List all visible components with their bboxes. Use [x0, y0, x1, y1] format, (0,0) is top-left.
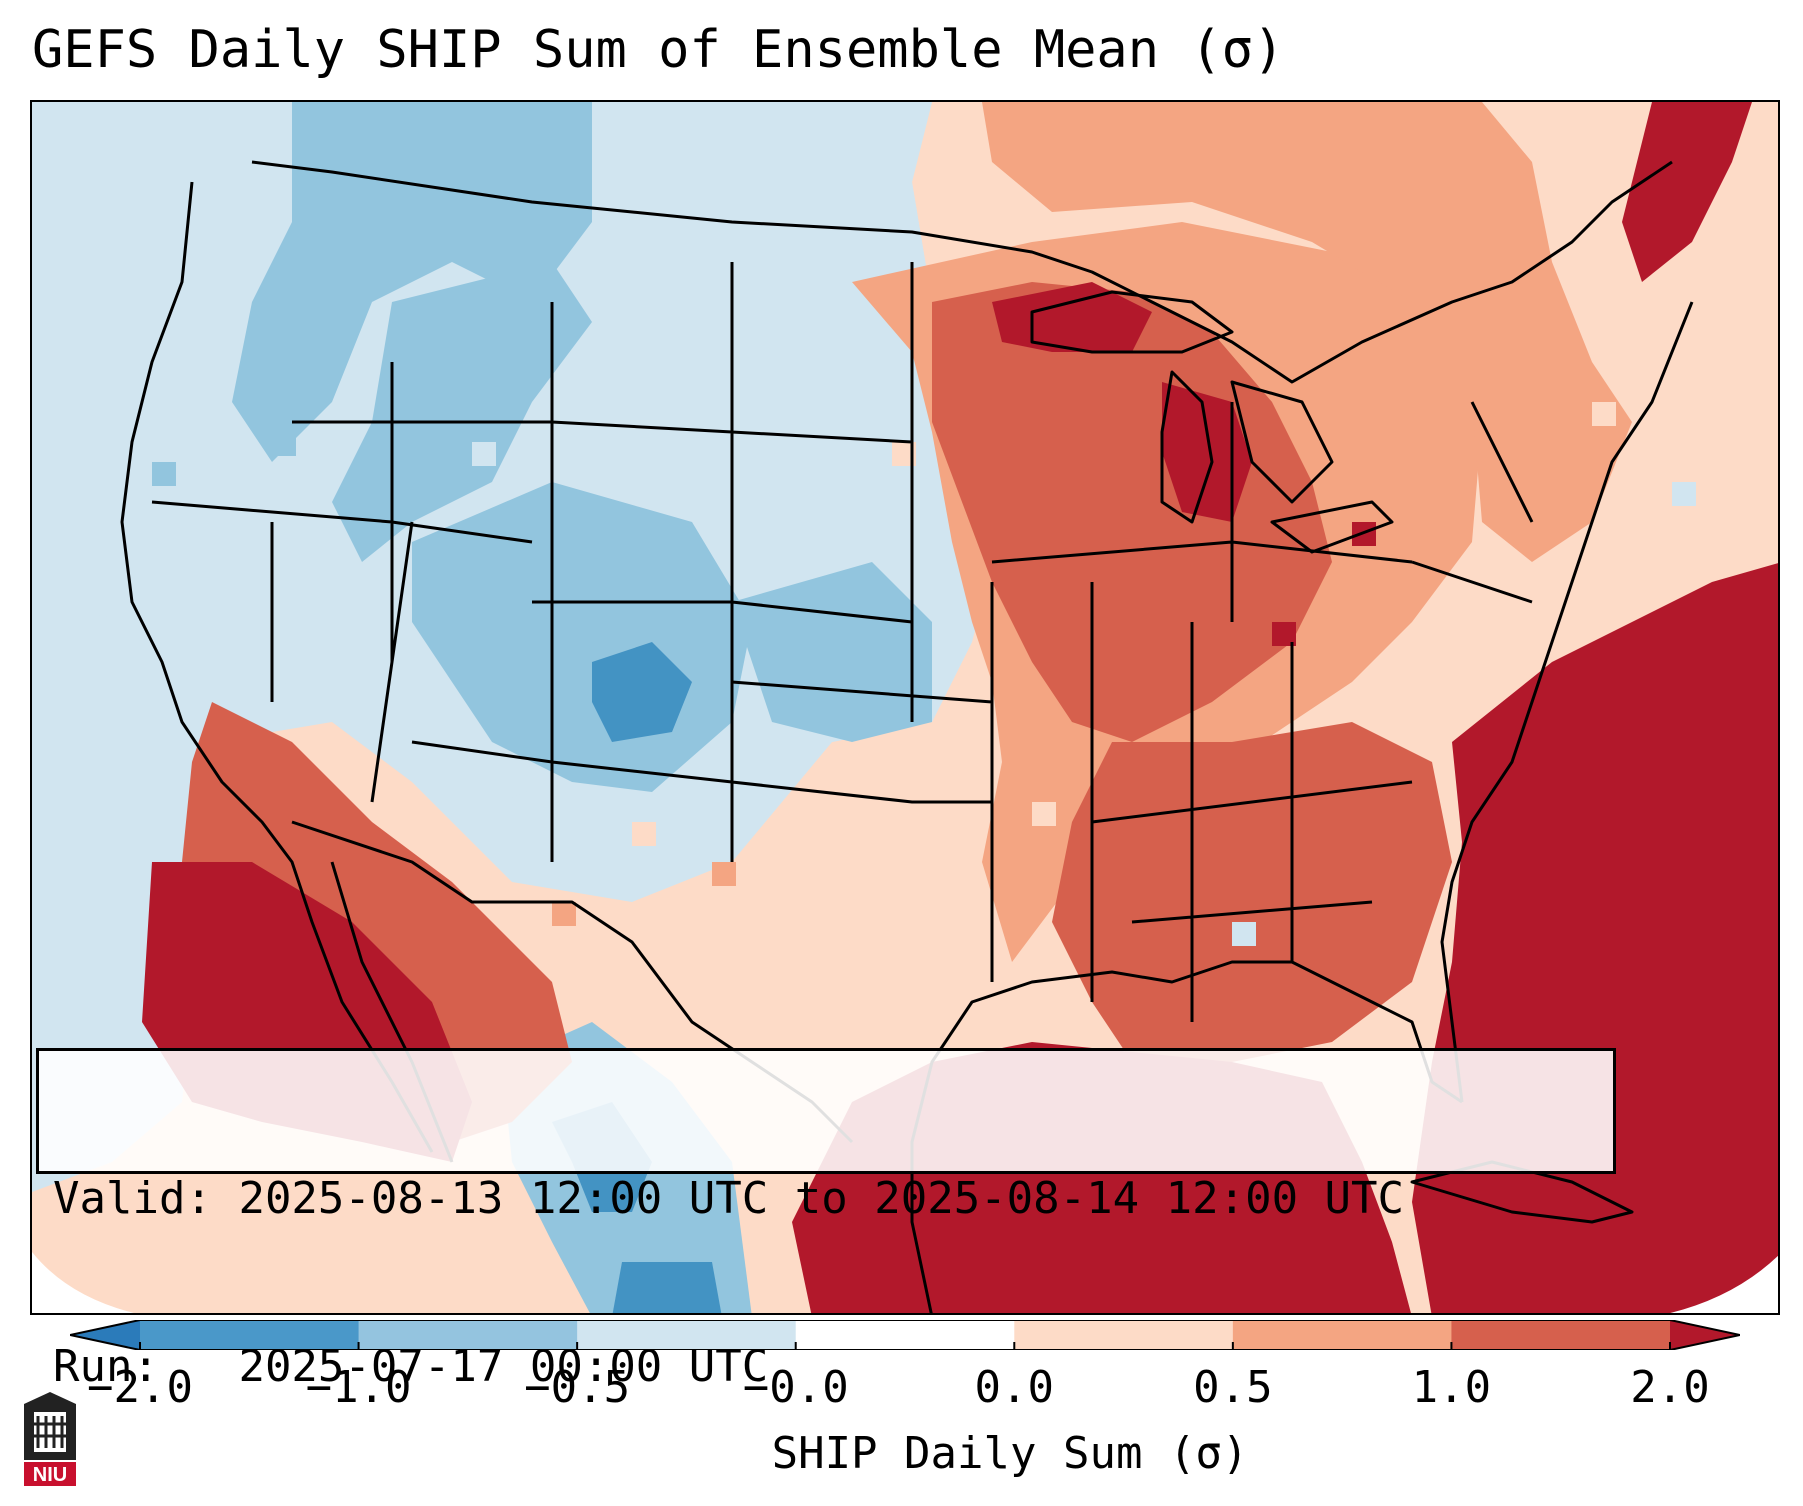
extreme-positive-new-england [1622, 102, 1752, 282]
west-coast [120, 181, 434, 1153]
colorbar-bin [1232, 1320, 1452, 1350]
projection-edge-right [1670, 1255, 1778, 1313]
valid-label: Valid: [53, 1173, 212, 1224]
lake-erie [1270, 500, 1394, 554]
moderate-positive-northeast [982, 102, 1632, 562]
moderate-negative-idaho [332, 262, 592, 562]
colorbar-extend-high [1670, 1320, 1740, 1350]
valid-line: Valid: 2025-08-13 12:00 UTC to 2025-08-1… [53, 1171, 1599, 1227]
moderate-negative-northwest [232, 102, 592, 462]
colorbar-tick-label: 0.0 [974, 1362, 1055, 1413]
map-title: GEFS Daily SHIP Sum of Ensemble Mean (σ) [32, 20, 1285, 80]
lake-huron [1230, 380, 1334, 504]
colorbar-tick-label: −0.5 [524, 1362, 631, 1413]
colorbar-tick-label: −1.0 [305, 1362, 412, 1413]
lake-superior [1030, 290, 1234, 354]
colorbar-bin [795, 1320, 1015, 1350]
strong-positive-great-lakes [932, 282, 1332, 742]
strong-positive-southeast [1052, 722, 1452, 1062]
colorbar-tick-label: −0.0 [742, 1362, 849, 1413]
colorbar-tick-label: 2.0 [1630, 1362, 1710, 1413]
strong-negative-south [612, 1262, 722, 1313]
colorbar-tick-label: 0.5 [1193, 1362, 1273, 1413]
valid-value: 2025-08-13 12:00 UTC to 2025-08-14 12:00… [238, 1173, 1405, 1224]
colorbar-tick-label: −2.0 [87, 1362, 193, 1413]
niu-logo-icon: NIU [24, 1392, 76, 1486]
colorbar-label: SHIP Daily Sum (σ) [771, 1428, 1249, 1479]
colorbar-bin [577, 1320, 797, 1350]
grid-speckles [152, 402, 1696, 1006]
validity-info-box: Valid: 2025-08-13 12:00 UTC to 2025-08-1… [36, 1048, 1616, 1392]
east-coast [1440, 301, 1694, 1103]
niu-logo-text: NIU [33, 1464, 67, 1486]
colorbar-bin [358, 1320, 578, 1350]
colorbar-bin [1451, 1320, 1671, 1350]
colorbar-tick-label: 1.0 [1411, 1362, 1492, 1413]
strong-negative-colorado [592, 642, 692, 742]
colorbar-bin [140, 1320, 360, 1350]
colorbar-bin [1014, 1320, 1234, 1350]
colorbar-extend-low [70, 1320, 140, 1350]
lake-michigan [1160, 370, 1214, 524]
state-lines [151, 262, 1534, 1022]
canada-border [251, 160, 1673, 384]
colorbar [70, 1320, 1740, 1350]
extreme-positive-michigan [1162, 382, 1252, 522]
projection-edge-left [32, 1252, 135, 1313]
